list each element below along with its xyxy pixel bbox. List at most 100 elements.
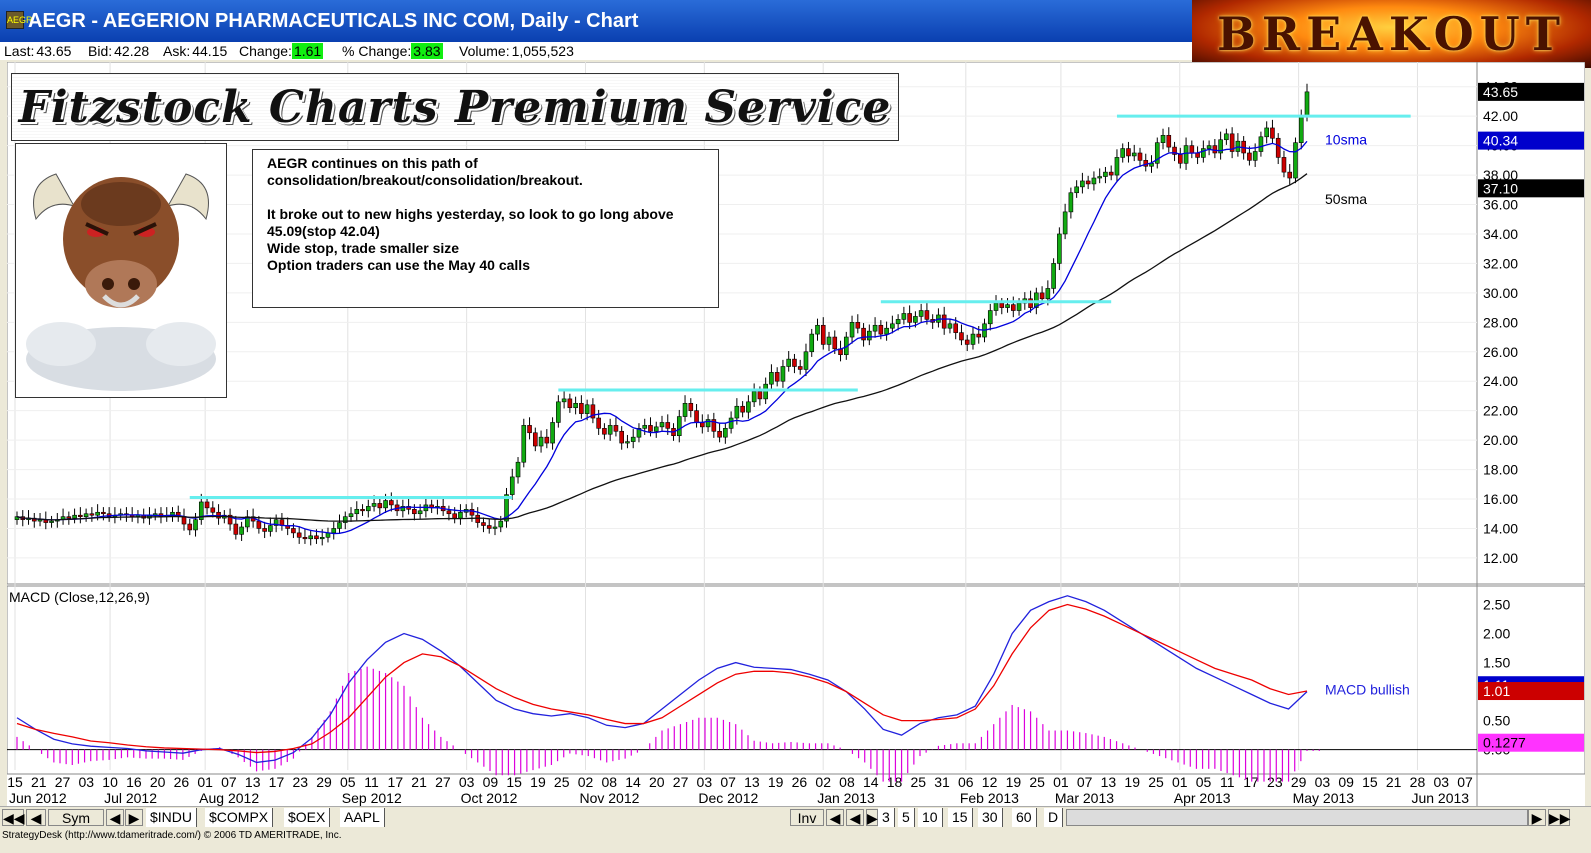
x-tick-label: 28	[1410, 774, 1426, 790]
candle-body	[550, 422, 555, 444]
x-tick-label: 14	[863, 774, 879, 790]
candle-body	[1212, 145, 1218, 154]
candle-body	[365, 506, 371, 512]
breakout-logo: BREAKOUT	[1192, 0, 1591, 68]
candle-body	[1264, 127, 1269, 138]
candle-body	[1097, 176, 1102, 179]
candle-body	[544, 436, 550, 444]
tab-indu[interactable]: $INDU	[146, 808, 198, 827]
candle-body	[642, 425, 648, 429]
quote-last: Last: 43.65	[4, 43, 72, 59]
candle-body	[1045, 288, 1051, 300]
x-tick-label: 07	[1457, 774, 1473, 790]
x-month-label: Sep 2012	[342, 790, 402, 806]
interval-15[interactable]: 15	[948, 808, 973, 827]
candle-body	[734, 405, 740, 419]
x-tick-label: 03	[697, 774, 713, 790]
candle-body	[1287, 171, 1293, 179]
x-tick-label: 11	[1220, 774, 1235, 790]
x-tick-label: 25	[554, 774, 570, 790]
status-text: StrategyDesk (http://www.tdameritrade.co…	[2, 830, 342, 841]
x-tick-label: 23	[1267, 774, 1283, 790]
candle-body	[561, 398, 567, 403]
x-tick-label: 08	[839, 774, 855, 790]
inv-button[interactable]: Inv	[790, 809, 824, 826]
sym-next-button[interactable]: ▶	[125, 809, 143, 826]
candle-body	[757, 391, 763, 400]
candle-body	[728, 417, 734, 429]
candle-body	[227, 514, 233, 525]
interval-60[interactable]: 60	[1012, 808, 1037, 827]
candle-body	[907, 313, 912, 323]
candle-body	[1085, 180, 1091, 185]
prev-button[interactable]: ◀	[26, 809, 46, 826]
candle-body	[976, 333, 982, 338]
interval-5[interactable]: 5	[898, 808, 915, 827]
candle-body	[953, 323, 959, 333]
x-tick-label: 02	[815, 774, 831, 790]
candle-body	[66, 516, 72, 519]
inv-next-button[interactable]: ▶	[866, 809, 878, 826]
candle-body	[913, 316, 918, 323]
candle-body	[584, 404, 590, 414]
price-tick-label: 18.00	[1483, 462, 1518, 478]
sma10-price-tag-bg	[1478, 131, 1584, 150]
signal-value-tag-bg	[1478, 682, 1584, 701]
candle-body	[1281, 157, 1287, 173]
candle-body	[486, 525, 492, 529]
candle-body	[602, 428, 607, 435]
candle-body	[769, 372, 774, 385]
price-tick-label: 16.00	[1483, 491, 1518, 507]
interval-10[interactable]: 10	[918, 808, 943, 827]
candle-body	[1189, 145, 1195, 154]
interval-3[interactable]: 3	[878, 808, 895, 827]
candle-body	[1224, 133, 1229, 141]
sma10-line	[16, 140, 1308, 535]
candle-body	[849, 322, 855, 338]
x-tick-label: 31	[934, 774, 950, 790]
interval-30[interactable]: 30	[978, 808, 1003, 827]
candle-body	[751, 391, 757, 403]
signal-value-tag: 1.01	[1483, 683, 1510, 699]
horizontal-scrollbar[interactable]	[1066, 809, 1528, 826]
price-tick-label: 14.00	[1483, 520, 1518, 536]
x-tick-label: 25	[1029, 774, 1045, 790]
tab-compx[interactable]: $COMPX	[205, 808, 274, 827]
candle-body	[579, 403, 584, 414]
note-line	[267, 189, 674, 206]
price-tick-label: 12.00	[1483, 550, 1518, 566]
candle-body	[1270, 127, 1275, 139]
tab-oex[interactable]: $OEX	[284, 808, 331, 827]
inv-prev-button[interactable]: ◀	[846, 809, 864, 826]
macd-tick-label: 0.50	[1483, 713, 1510, 729]
candle-body	[417, 510, 423, 515]
inv-first-button[interactable]: ◀	[826, 809, 844, 826]
chart-area[interactable]: 15 21 27 03 10 16 20 26 01 07 13 17 23 29 05 11 17 21 27 03…	[7, 62, 1585, 808]
candle-body	[538, 436, 544, 447]
x-tick-label: 05	[1196, 774, 1212, 790]
note-line: Option traders can use the May 40 calls	[267, 257, 530, 273]
scroll-right-button[interactable]: ▶	[1528, 809, 1546, 826]
tab-aapl[interactable]: AAPL	[340, 808, 385, 827]
sym-prev-button[interactable]: ◀	[106, 809, 124, 826]
first-button[interactable]: ◀◀	[2, 809, 25, 826]
x-tick-label: 20	[649, 774, 665, 790]
last-button[interactable]: ▶▶	[1548, 809, 1571, 826]
macd-title: MACD (Close,12,26,9)	[9, 589, 150, 605]
candle-body	[682, 403, 688, 417]
bull-icon	[26, 173, 216, 391]
x-month-label: Jun 2012	[9, 790, 67, 806]
sma50-annotation: 50sma	[1325, 191, 1367, 207]
interval-d[interactable]: D	[1044, 808, 1064, 827]
note-line: Wide stop, trade smaller size	[267, 240, 460, 256]
banner-text: Fitzstock Charts Premium Service	[18, 81, 892, 133]
candle-body	[210, 507, 216, 513]
sym-button[interactable]: Sym	[48, 809, 104, 826]
candle-body	[37, 519, 43, 522]
candle-body	[809, 333, 815, 353]
candle-body	[262, 528, 267, 532]
x-tick-label: 06	[958, 774, 974, 790]
candle-body	[1178, 154, 1183, 164]
sma50-price-tag-bg	[1478, 179, 1584, 198]
candle-body	[452, 513, 457, 519]
